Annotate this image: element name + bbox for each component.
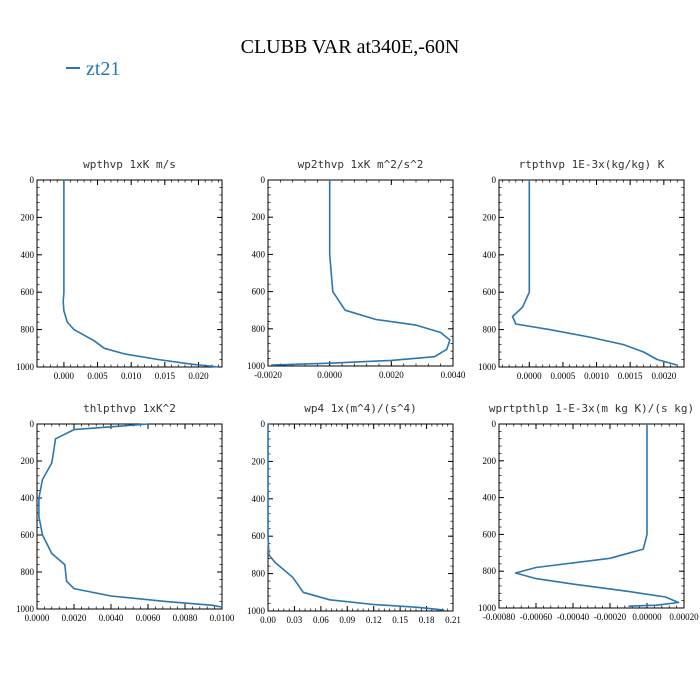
x-tick-label: 0.0040 — [441, 370, 466, 380]
y-tick-label: 600 — [21, 287, 35, 297]
plot-frame — [498, 179, 685, 368]
y-tick-label: 1000 — [16, 362, 35, 372]
y-tick-label: 0 — [492, 419, 497, 429]
y-tick-label: 200 — [252, 212, 266, 222]
x-tick-label: 0.0000 — [517, 371, 542, 381]
series-line — [267, 424, 445, 611]
y-tick-label: 0 — [30, 419, 35, 429]
y-tick-label: 1000 — [247, 361, 266, 371]
x-tick-label: 0.15 — [392, 615, 408, 625]
x-tick-label: -0.00080 — [483, 612, 516, 622]
x-tick-label: -0.0020 — [254, 370, 282, 380]
y-tick-label: 0 — [261, 419, 266, 429]
y-tick-label: 400 — [21, 493, 35, 503]
x-tick-label: 0.0020 — [651, 371, 676, 381]
panel-title: wp4 1x(m^4)/(s^4) — [304, 402, 417, 415]
legend-label: zt21 — [86, 58, 121, 80]
y-tick-label: 400 — [252, 249, 266, 259]
x-tick-label: 0.0005 — [551, 371, 576, 381]
y-tick-label: 400 — [21, 250, 35, 260]
y-tick-label: 400 — [483, 250, 497, 260]
y-tick-label: 600 — [252, 287, 266, 297]
panel-2: wp2thvp 1xK m^2/s^2 0 200 400 600 800 1000-0.0… — [247, 158, 466, 380]
x-tick-label: 0.0015 — [618, 371, 643, 381]
x-tick-label: -0.00060 — [520, 612, 553, 622]
panel-title: rtpthvp 1E-3x(kg/kg) K — [519, 158, 665, 171]
x-tick-label: -0.00020 — [594, 612, 627, 622]
y-tick-label: 800 — [21, 567, 35, 577]
panel-title: wpthvp 1xK m/s — [83, 158, 176, 171]
x-tick-label: 0.00 — [260, 615, 276, 625]
y-tick-label: 200 — [21, 212, 35, 222]
x-tick-label: 0.0000 — [317, 370, 342, 380]
x-tick-label: 0.00000 — [632, 612, 662, 622]
y-tick-label: 400 — [252, 494, 266, 504]
y-tick-label: 1000 — [478, 603, 497, 613]
x-tick-label: 0.03 — [287, 615, 303, 625]
y-tick-label: 0 — [492, 175, 497, 185]
legend-line-swatch — [66, 67, 80, 70]
x-tick-label: 0.18 — [419, 615, 435, 625]
y-tick-label: 1000 — [247, 606, 266, 616]
x-tick-label: -0.00040 — [557, 612, 590, 622]
x-tick-label: 0.000 — [54, 371, 75, 381]
series-line — [514, 424, 680, 607]
y-tick-label: 200 — [252, 456, 266, 466]
series-line — [271, 180, 451, 366]
panel-1: wpthvp 1xK m/s 0 200 400 600 800 1000 0.000 0.00… — [16, 158, 223, 381]
x-tick-label: 0.010 — [121, 371, 142, 381]
x-tick-label: 0.0010 — [584, 371, 609, 381]
panel-title: wprtpthlp 1-E-3x(m kg K)/(s kg) — [489, 402, 694, 415]
plot-frame — [267, 179, 454, 367]
series-line — [38, 423, 223, 608]
panel-6: wprtpthlp 1-E-3x(m kg K)/(s kg) 0 200 400 60… — [478, 402, 699, 622]
panel-title: wp2thvp 1xK m^2/s^2 — [298, 158, 424, 171]
y-tick-label: 1000 — [478, 362, 497, 372]
y-tick-label: 600 — [252, 531, 266, 541]
x-tick-label: 0.21 — [445, 615, 461, 625]
x-tick-label: 0.0000 — [25, 613, 50, 623]
x-tick-label: 0.0020 — [62, 613, 87, 623]
y-tick-label: 800 — [252, 569, 266, 579]
x-tick-label: 0.0040 — [99, 613, 124, 623]
series-line — [511, 180, 678, 366]
y-tick-label: 800 — [483, 325, 497, 335]
plot-frame — [498, 423, 685, 609]
y-tick-label: 0 — [30, 175, 35, 185]
panel-3: rtpthvp 1E-3x(kg/kg) K 0 200 400 600 800 1000 0… — [478, 158, 685, 381]
x-tick-label: 0.12 — [366, 615, 382, 625]
series-line — [62, 180, 219, 368]
y-tick-label: 200 — [483, 212, 497, 222]
y-tick-label: 600 — [483, 287, 497, 297]
y-tick-label: 600 — [483, 529, 497, 539]
x-tick-label: 0.005 — [87, 371, 108, 381]
x-tick-label: 0.0080 — [173, 613, 198, 623]
y-tick-label: 800 — [483, 566, 497, 576]
y-tick-label: 800 — [21, 325, 35, 335]
x-tick-label: 0.06 — [313, 615, 329, 625]
x-tick-label: 0.0020 — [379, 370, 404, 380]
y-tick-label: 0 — [261, 175, 266, 185]
panel-title: thlpthvp 1xK^2 — [83, 402, 176, 415]
x-tick-label: 0.015 — [155, 371, 176, 381]
plot-frame — [36, 179, 223, 368]
y-tick-label: 800 — [252, 324, 266, 334]
x-tick-label: 0.00020 — [669, 612, 699, 622]
y-tick-label: 600 — [21, 530, 35, 540]
x-tick-label: 0.0100 — [210, 613, 235, 623]
y-tick-label: 400 — [483, 493, 497, 503]
figure-title: CLUBB VAR at340E,-60N — [240, 36, 460, 58]
y-tick-label: 200 — [483, 456, 497, 466]
x-tick-label: 0.020 — [188, 371, 209, 381]
y-tick-label: 200 — [21, 456, 35, 466]
plot-frame — [36, 423, 223, 610]
legend: zt21 — [66, 58, 120, 81]
x-tick-label: 0.0060 — [136, 613, 161, 623]
x-tick-label: 0.09 — [339, 615, 355, 625]
y-tick-label: 1000 — [16, 604, 35, 614]
